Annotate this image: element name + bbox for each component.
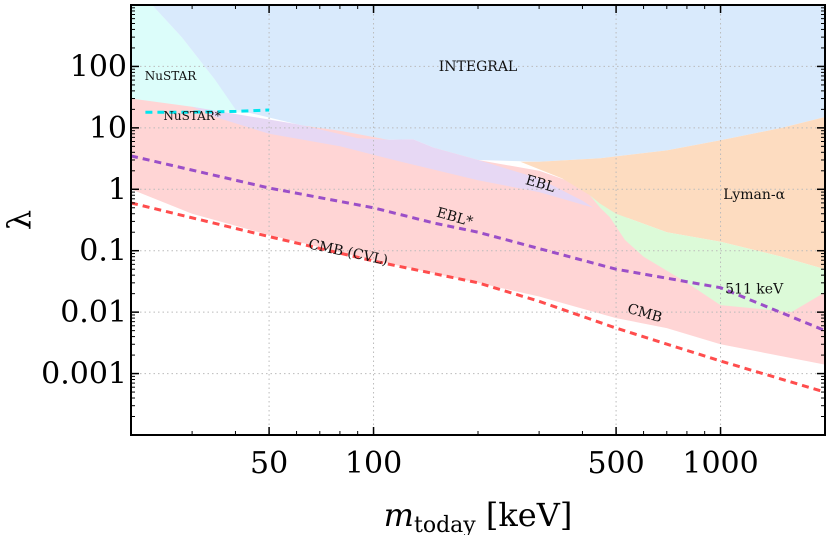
x-tick-label-50: 50 bbox=[250, 446, 288, 481]
grid-layer bbox=[131, 5, 825, 435]
x-tick-label-100: 100 bbox=[345, 446, 402, 481]
x-axis-title-main: m bbox=[384, 496, 414, 534]
region-integral bbox=[152, 5, 825, 162]
ticks-layer: 50 100 500 1000 100 10 1 0.1 0.01 0.001 bbox=[41, 5, 826, 481]
region-ebl bbox=[192, 106, 594, 208]
series-cmb-cvl bbox=[131, 201, 825, 394]
y-axis-title: λ bbox=[0, 210, 38, 230]
series-ebl bbox=[131, 154, 825, 332]
x-axis-title: mtoday [keV] bbox=[384, 496, 573, 535]
region-511-kev bbox=[589, 195, 825, 313]
region-lyman-alpha bbox=[520, 117, 825, 270]
y-tick-label-0.001: 0.001 bbox=[41, 357, 127, 392]
label-511kev: 511 keV bbox=[725, 282, 784, 298]
region-cmb bbox=[131, 98, 825, 365]
region-nustar bbox=[131, 5, 270, 114]
label-integral: INTEGRAL bbox=[439, 59, 517, 75]
x-tick-label-1000: 1000 bbox=[682, 446, 758, 481]
x-axis-title-unit: [keV] bbox=[476, 496, 573, 534]
y-tick-label-100: 100 bbox=[70, 49, 127, 84]
y-tick-label-10: 10 bbox=[89, 111, 127, 146]
y-tick-label-0.1: 0.1 bbox=[79, 234, 127, 269]
label-nustar-star: NuSTAR* bbox=[163, 109, 221, 123]
y-tick-label-0.01: 0.01 bbox=[60, 295, 127, 330]
x-axis-title-sub: today bbox=[414, 513, 476, 535]
label-nustar: NuSTAR bbox=[145, 69, 197, 83]
lines-layer bbox=[131, 108, 825, 394]
x-tick-label-500: 500 bbox=[587, 446, 644, 481]
label-lyman-alpha: Lyman-α bbox=[723, 187, 785, 203]
y-tick-label-1: 1 bbox=[108, 172, 127, 207]
label-ebl: EBL bbox=[524, 172, 557, 196]
axis-titles: mtoday [keV] λ bbox=[0, 210, 572, 535]
regions-layer bbox=[131, 5, 825, 365]
